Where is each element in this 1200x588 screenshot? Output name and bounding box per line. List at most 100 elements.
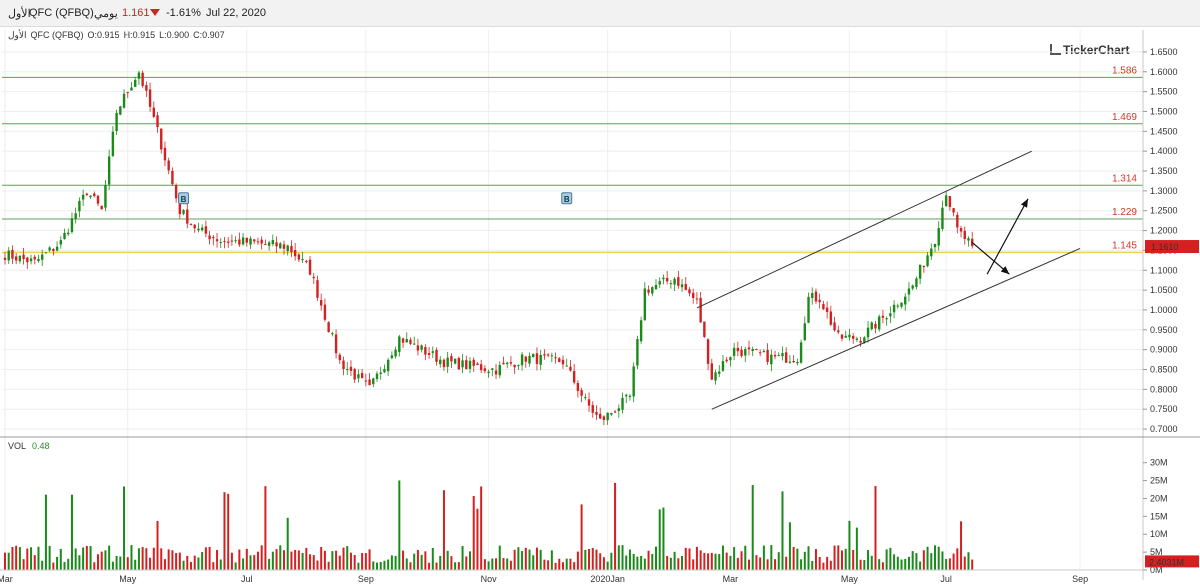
- volume-tick-label: 10M: [1150, 529, 1168, 539]
- candle-body: [706, 339, 710, 364]
- volume-bar: [364, 553, 367, 570]
- candle-body: [829, 311, 833, 325]
- candle-body: [439, 359, 442, 365]
- volume-bar: [506, 558, 509, 570]
- volume-bar: [759, 557, 762, 570]
- candle-body: [338, 354, 341, 361]
- candle: [182, 208, 185, 216]
- candle: [197, 222, 200, 233]
- arrow-head-icon: [1020, 198, 1028, 208]
- volume-bar: [718, 553, 721, 570]
- volume-bar: [167, 549, 170, 570]
- candle: [174, 183, 178, 203]
- volume-bar: [915, 553, 918, 570]
- volume-bar: [733, 547, 736, 570]
- candle-body: [498, 365, 501, 376]
- volume-bar: [885, 549, 888, 570]
- candle: [606, 412, 609, 425]
- volume-bar: [253, 555, 256, 570]
- volume-bar: [461, 545, 464, 570]
- candle-body: [833, 322, 836, 331]
- candle-body: [937, 228, 940, 246]
- candle-body: [476, 363, 479, 366]
- volume-bar: [402, 550, 405, 570]
- volume-bar: [707, 553, 710, 570]
- candle: [256, 237, 260, 245]
- candle: [286, 244, 289, 256]
- candle-body: [264, 243, 267, 245]
- volume-bar: [610, 552, 613, 570]
- candle-body: [811, 293, 814, 298]
- candle-body: [342, 360, 345, 369]
- volume-bar: [963, 556, 966, 570]
- volume-bar: [777, 552, 780, 570]
- candle-body: [119, 106, 122, 115]
- candle: [96, 194, 100, 206]
- candle-body: [424, 347, 427, 355]
- x-tick-label: May: [841, 574, 859, 584]
- volume-bar: [22, 559, 25, 570]
- candle-body: [212, 237, 215, 239]
- candle-body: [453, 358, 457, 364]
- candle-body: [238, 239, 241, 245]
- volume-bar: [640, 555, 643, 570]
- candle: [885, 316, 888, 326]
- volume-bar: [941, 551, 944, 570]
- volume-bar: [469, 551, 471, 570]
- candle-body: [662, 277, 665, 280]
- candle: [517, 364, 520, 371]
- candle-body: [669, 283, 673, 285]
- candle-body: [160, 128, 163, 150]
- candle: [840, 334, 844, 342]
- candle: [279, 242, 282, 249]
- candle-body: [67, 232, 70, 235]
- candle-body: [70, 218, 74, 233]
- volume-bar: [234, 562, 237, 570]
- volume-bar: [948, 558, 951, 570]
- candle: [881, 310, 885, 324]
- candle-body: [818, 299, 821, 303]
- volume-bar: [349, 552, 352, 570]
- volume-bar: [483, 559, 486, 570]
- candle-body: [293, 250, 297, 257]
- candle: [506, 361, 509, 369]
- volume-value: 0.48: [32, 441, 50, 451]
- volume-bar: [30, 547, 33, 570]
- candle-body: [111, 131, 115, 157]
- y-tick-label: 1.1000: [1150, 265, 1178, 275]
- candle-body: [323, 304, 327, 320]
- candle-body: [401, 338, 405, 343]
- candle-body: [889, 313, 892, 317]
- interval-label[interactable]: يومي: [94, 8, 118, 20]
- volume-bar: [792, 546, 795, 570]
- volume-bar: [149, 557, 152, 570]
- candle-body: [383, 368, 386, 373]
- volume-bar: [569, 558, 572, 570]
- volume-bar: [327, 561, 330, 570]
- candle: [532, 353, 535, 358]
- candle: [933, 243, 937, 253]
- volume-bar: [595, 549, 598, 570]
- candle: [241, 233, 245, 246]
- ohlc-readout: الأول QFC (QFBQ) O:0.915 H:0.915 L:0.900 C:0.…: [8, 30, 229, 41]
- candle-body: [33, 256, 36, 260]
- volume-bar: [268, 558, 271, 570]
- volume-bar: [242, 558, 245, 570]
- volume-bar: [952, 553, 955, 570]
- volume-bar: [491, 558, 494, 570]
- candle: [67, 228, 70, 236]
- volume-bar: [294, 549, 297, 570]
- candle: [74, 207, 77, 224]
- volume-bar: [323, 550, 326, 570]
- stock-symbol[interactable]: QFC (QFBQ): [29, 7, 94, 19]
- volume-bar: [956, 548, 959, 570]
- candle: [546, 352, 550, 358]
- candle: [851, 333, 855, 344]
- candle-body: [506, 362, 509, 365]
- candle: [837, 325, 840, 335]
- volume-bar: [762, 545, 765, 570]
- candle: [346, 362, 349, 375]
- candle: [360, 369, 364, 379]
